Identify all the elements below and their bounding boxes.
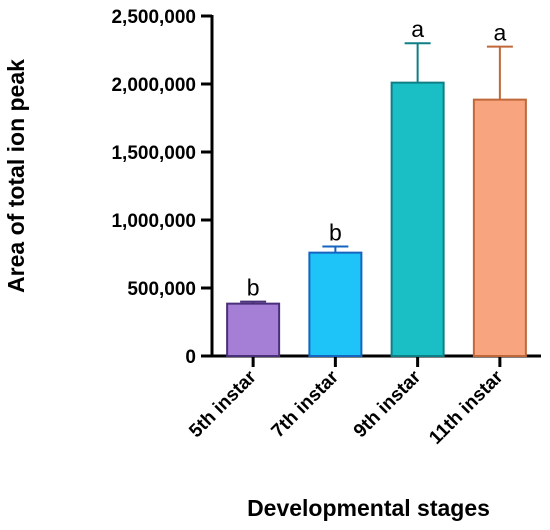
significance-label: b	[247, 275, 260, 301]
bar	[390, 81, 445, 357]
significance-label: a	[493, 20, 506, 46]
y-tick-label: 1,000,000	[111, 211, 196, 232]
x-tick-label: 7th instar	[268, 366, 344, 442]
y-tick-label: 1,500,000	[111, 143, 196, 164]
y-tick-label: 500,000	[127, 279, 196, 300]
significance-labels-group: b b a a	[247, 16, 507, 300]
bar	[226, 302, 281, 358]
y-tick-label: 2,500,000	[111, 7, 196, 28]
x-tick-label: 11th instar	[425, 366, 507, 448]
x-tick-label: 9th instar	[350, 366, 426, 442]
y-tick-label: 2,000,000	[111, 75, 196, 96]
significance-label: b	[329, 220, 342, 246]
y-axis-title: Area of total ion peak	[3, 59, 29, 293]
x-axis-title: Developmental stages	[247, 495, 490, 521]
bars-group	[226, 81, 527, 358]
x-axis: 5th instar 7th instar 9th instar 11th insta…	[185, 354, 541, 449]
y-tick-label: 0	[185, 347, 196, 368]
bar	[472, 98, 527, 357]
error-bars-group	[240, 42, 513, 304]
significance-label: a	[411, 16, 424, 42]
bar	[308, 251, 363, 357]
y-axis: 0 500,000 1,000,000 1,500,000 2,000,000 2,500…	[111, 7, 214, 368]
x-tick-label: 5th instar	[185, 366, 261, 442]
